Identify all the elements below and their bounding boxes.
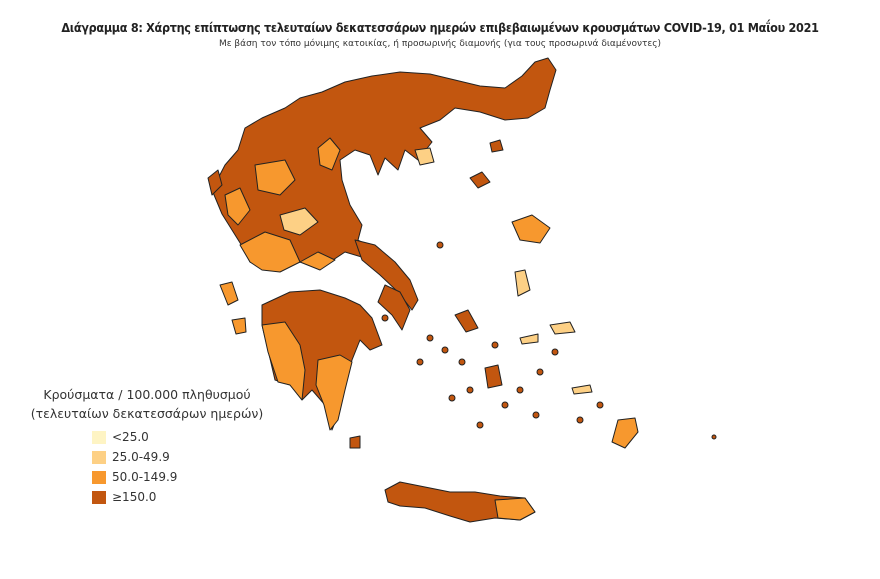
region-attica [377,284,411,331]
figure-title: Διάγραμμα 8: Χάρτης επίπτωσης τελευταίων… [61,20,819,35]
small-islands [381,241,717,440]
legend-item: ≥150.0 [92,487,177,507]
island-samos [549,321,576,335]
region-messinia [261,321,306,401]
island-lesvos [511,214,551,244]
legend-swatch [92,430,106,444]
region-light-5 [279,207,319,236]
island-kefalonia [219,281,239,306]
region-light-3 [239,231,301,273]
legend-item: 25.0-49.9 [92,447,177,467]
island-rhodes [611,417,639,449]
island-lemnos [469,171,491,189]
figure-subtitle: Με βάση τον τόπο μόνιμης κατοικίας, ή πρ… [218,39,662,49]
island-naxos [484,364,503,389]
island-ikaria [519,333,539,345]
region-light-4 [299,251,336,271]
legend-item: <25.0 [92,427,177,447]
island-samothraki [489,139,504,153]
island-skyros [454,309,479,333]
region-light-6 [317,137,341,171]
island-kythira [349,435,361,449]
region-light-2 [224,187,251,226]
legend: <25.0 25.0-49.9 50.0-149.9 ≥150.0 [92,427,177,507]
island-thasos [414,147,435,166]
island-corfu [207,169,223,196]
region-laconia [315,354,353,431]
island-kos [571,384,593,395]
region-evia [354,239,419,311]
region-light-1 [254,159,296,196]
legend-swatch [92,490,106,504]
island-chios [514,269,531,297]
legend-title: Κρούσματα / 100.000 πληθυσμού (τελευταίω… [30,387,264,421]
legend-item: 50.0-149.9 [92,467,177,487]
legend-swatch [92,450,106,464]
island-zakynthos [231,317,247,335]
legend-swatch [92,470,106,484]
region-lasithi [494,497,536,521]
